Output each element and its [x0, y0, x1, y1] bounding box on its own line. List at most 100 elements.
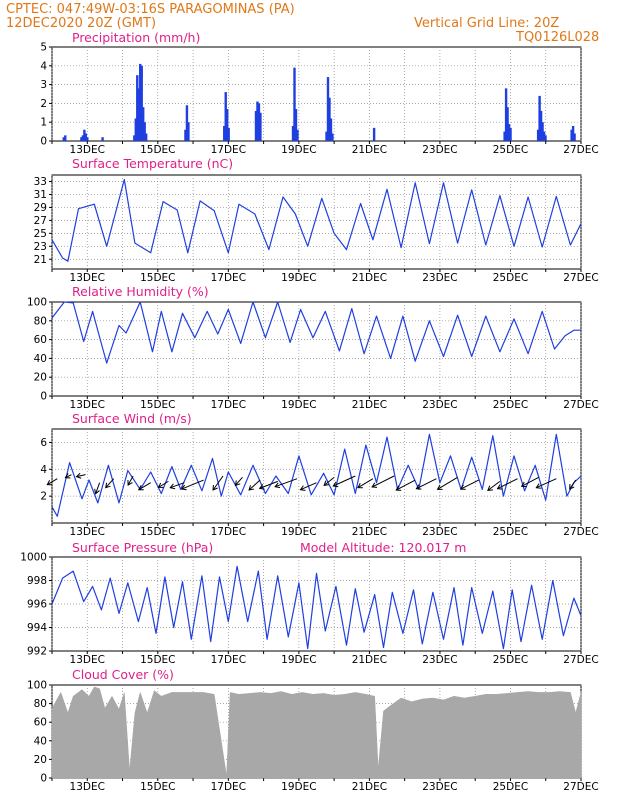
precip-bar	[325, 131, 328, 141]
wind-vector-head	[258, 484, 265, 490]
x-tick-label: 17DEC	[211, 654, 246, 666]
x-tick-label: 19DEC	[281, 781, 316, 793]
wind-vector-head	[75, 472, 82, 479]
x-tick-label: 13DEC	[70, 526, 105, 538]
wind-vector-head	[94, 488, 100, 495]
precip-bar	[143, 122, 146, 141]
precip-bar	[504, 88, 508, 141]
y-tick-label: 40	[34, 353, 47, 365]
precip-bar	[503, 131, 506, 141]
x-tick-label: 13DEC	[70, 399, 105, 411]
precip-bar	[184, 129, 187, 141]
x-tick-label: 17DEC	[211, 144, 246, 156]
wind-vector	[437, 476, 458, 490]
precip-bar	[536, 129, 540, 141]
wind-vector-head	[169, 483, 176, 490]
x-tick-label: 25DEC	[493, 272, 528, 284]
wind-vector-head	[415, 484, 422, 490]
x-tick-label: 21DEC	[352, 781, 387, 793]
wind-vector-head	[535, 483, 542, 489]
wind-vector	[416, 478, 437, 490]
precip-bar	[81, 135, 85, 141]
precip-bar	[101, 137, 104, 141]
precip-bar	[62, 137, 65, 141]
precip-bar	[372, 127, 376, 141]
header-location: CPTEC: 047:49W-03:16S PARAGOMINAS (PA)	[6, 2, 295, 17]
x-tick-label: 23DEC	[422, 144, 457, 156]
x-tick-label: 27DEC	[563, 272, 598, 284]
title-cloud-cover: Cloud Cover (%)	[72, 667, 174, 682]
wind-vector	[212, 475, 224, 491]
title-wind: Surface Wind (m/s)	[72, 411, 192, 426]
y-tick-label: 0	[40, 136, 47, 148]
precip-bar	[542, 131, 546, 141]
x-tick-label: 21DEC	[352, 144, 387, 156]
wind-vector	[95, 482, 101, 494]
wind-vector-head	[357, 483, 363, 489]
precip-bar	[142, 107, 145, 141]
x-tick-label: 27DEC	[563, 144, 598, 156]
precip-bar	[185, 105, 189, 141]
x-tick-label: 27DEC	[563, 526, 598, 538]
wind-vector-head	[274, 482, 281, 489]
y-tick-label: 60	[34, 717, 47, 729]
y-tick-label: 60	[34, 334, 47, 346]
wind-vector-head	[496, 484, 503, 490]
x-tick-label: 25DEC	[493, 526, 528, 538]
precip-bar	[139, 63, 142, 141]
wind-vector-head	[234, 480, 241, 487]
y-tick-label: 23	[34, 241, 47, 253]
precip-bar	[226, 109, 229, 141]
x-tick-label: 21DEC	[352, 526, 387, 538]
precip-bar	[329, 118, 333, 141]
y-tick-label: 80	[34, 698, 47, 710]
header-grid-note: Vertical Grid Line: 20Z	[414, 16, 559, 31]
wind-vector-head	[395, 485, 402, 491]
title-precipitation: Precipitation (mm/h)	[72, 30, 200, 45]
x-tick-label: 15DEC	[140, 781, 175, 793]
wind-vector	[357, 478, 374, 489]
pressure-altitude-note: Model Altitude: 120.017 m	[300, 540, 466, 555]
wind-vector-head	[436, 484, 443, 490]
wind-vector	[181, 479, 204, 490]
x-tick-label: 17DEC	[211, 526, 246, 538]
wind-vector	[127, 475, 134, 486]
y-tick-label: 0	[40, 773, 47, 785]
y-tick-label: 20	[34, 372, 47, 384]
y-tick-label: 4	[40, 464, 47, 476]
precip-bar	[539, 110, 543, 141]
x-tick-label: 13DEC	[70, 144, 105, 156]
x-tick-label: 27DEC	[563, 399, 598, 411]
precip-bar	[134, 118, 137, 141]
x-tick-label: 21DEC	[352, 399, 387, 411]
wind-vector	[248, 479, 261, 491]
y-tick-label: 40	[34, 735, 47, 747]
precip-bar	[507, 124, 511, 141]
x-tick-label: 25DEC	[493, 144, 528, 156]
y-tick-label: 1	[40, 117, 47, 129]
precip-bar	[86, 137, 89, 141]
wind-vector	[371, 475, 395, 488]
wind-vector	[259, 480, 278, 489]
x-tick-label: 19DEC	[281, 144, 316, 156]
panel-frame	[51, 301, 582, 397]
x-tick-label: 19DEC	[281, 526, 316, 538]
y-tick-label: 29	[34, 202, 47, 214]
precip-bar	[144, 133, 148, 141]
wind-vector	[76, 474, 86, 478]
y-tick-label: 6	[40, 437, 47, 449]
precip-bar	[296, 129, 299, 141]
wind-vector-head	[520, 481, 527, 488]
precip-bar	[84, 133, 88, 141]
series-line	[51, 178, 582, 262]
wind-vector-head	[212, 484, 218, 491]
header-model-id: TQ0126L028	[515, 30, 599, 45]
y-tick-label: 996	[27, 599, 47, 611]
x-tick-label: 15DEC	[140, 399, 175, 411]
y-tick-label: 998	[27, 575, 47, 587]
wind-vector-head	[487, 485, 493, 491]
precip-bar	[509, 127, 512, 141]
wind-vector-head	[323, 480, 330, 486]
x-tick-label: 15DEC	[140, 526, 175, 538]
panel-frame	[51, 46, 582, 142]
